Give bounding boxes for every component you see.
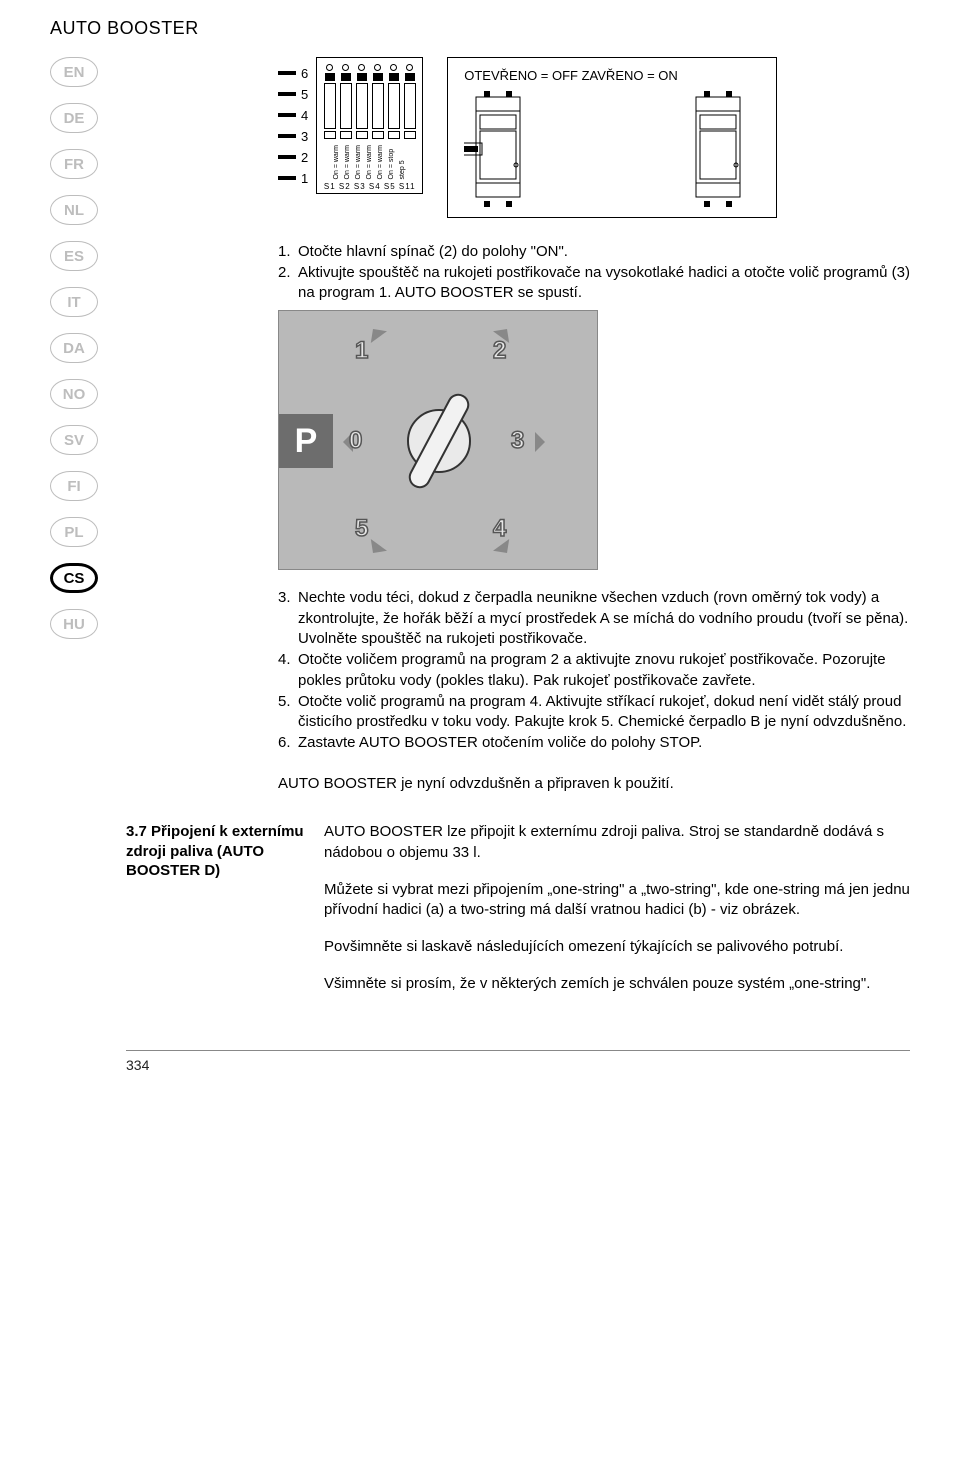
marker-2: 2 [301, 150, 308, 165]
diagram-row: 6 5 4 3 2 1 [278, 57, 910, 218]
switch-label: On = warm [333, 145, 340, 179]
sec37-p3: Povšimněte si laskavě následujících omez… [324, 937, 910, 958]
step-num: 5. [278, 692, 298, 733]
breaker-title: OTEVŘENO = OFF ZAVŘENO = ON [464, 68, 760, 83]
marker-3: 3 [301, 129, 308, 144]
switch-label: On = warm [355, 145, 362, 179]
section-3-7: 3.7 Připojení k externímu zdroji paliva … [126, 822, 910, 1010]
switch-label: On = warm [377, 145, 384, 179]
lang-da[interactable]: DA [50, 333, 98, 363]
marker-6: 6 [301, 66, 308, 81]
ready-text: AUTO BOOSTER je nyní odvzdušněn a připra… [278, 774, 910, 795]
marker-4: 4 [301, 108, 308, 123]
switch-row-labels: S1 S2 S3 S4 S5 S11 [323, 182, 416, 191]
step-num: 4. [278, 650, 298, 691]
switch-label: On = stop [388, 145, 395, 179]
dial-pos-2: 2 [493, 337, 506, 365]
step-num: 2. [278, 263, 298, 304]
program-dial-diagram: P 0 1 2 3 4 5 [278, 310, 598, 570]
dial-pos-5: 5 [355, 515, 368, 543]
breaker-off-icon [464, 91, 540, 207]
language-sidebar: EN DE FR NL ES IT DA NO SV FI PL CS HU [50, 57, 98, 1073]
breaker-diagram: OTEVŘENO = OFF ZAVŘENO = ON [447, 57, 777, 218]
switch-label: On = warm [344, 145, 351, 179]
lang-fi[interactable]: FI [50, 471, 98, 501]
switch-label: step 5 [399, 145, 406, 179]
step-num: 3. [278, 588, 298, 650]
lang-hu[interactable]: HU [50, 609, 98, 639]
step-text: Nechte vodu téci, dokud z čerpadla neuni… [298, 588, 910, 650]
step-text: Otočte hlavní spínač (2) do polohy "ON". [298, 242, 568, 263]
lang-it[interactable]: IT [50, 287, 98, 317]
lang-nl[interactable]: NL [50, 195, 98, 225]
step-text: Otočte volič programů na program 4. Akti… [298, 692, 910, 733]
dip-switch-diagram: 6 5 4 3 2 1 [278, 57, 423, 194]
lang-no[interactable]: NO [50, 379, 98, 409]
step-num: 6. [278, 733, 298, 754]
sec37-p4: Všimněte si prosím, že v některých zemíc… [324, 974, 910, 995]
lang-de[interactable]: DE [50, 103, 98, 133]
lang-en[interactable]: EN [50, 57, 98, 87]
marker-5: 5 [301, 87, 308, 102]
dial-pos-3: 3 [511, 427, 524, 455]
lang-sv[interactable]: SV [50, 425, 98, 455]
switch-label: On = warm [366, 145, 373, 179]
section-heading: 3.7 Připojení k externímu zdroji paliva … [126, 822, 306, 1010]
dial-pos-1: 1 [355, 337, 368, 365]
dial-pos-0: 0 [349, 427, 362, 455]
lang-pl[interactable]: PL [50, 517, 98, 547]
step-text: Otočte voličem programů na program 2 a a… [298, 650, 910, 691]
dial-pos-4: 4 [493, 515, 506, 543]
step-text: Aktivujte spouštěč na rukojeti postřikov… [298, 263, 910, 304]
lang-es[interactable]: ES [50, 241, 98, 271]
marker-1: 1 [301, 171, 308, 186]
page-title: AUTO BOOSTER [50, 18, 910, 39]
lang-fr[interactable]: FR [50, 149, 98, 179]
sec37-p1: AUTO BOOSTER lze připojit k externímu zd… [324, 822, 910, 863]
step-text: Zastavte AUTO BOOSTER otočením voliče do… [298, 733, 702, 754]
step-num: 1. [278, 242, 298, 263]
sec37-p2: Můžete si vybrat mezi připojením „one-st… [324, 880, 910, 921]
page-number: 334 [126, 1057, 149, 1073]
lang-cs[interactable]: CS [50, 563, 98, 593]
breaker-on-icon [684, 91, 760, 207]
dial-p-label: P [279, 414, 333, 468]
